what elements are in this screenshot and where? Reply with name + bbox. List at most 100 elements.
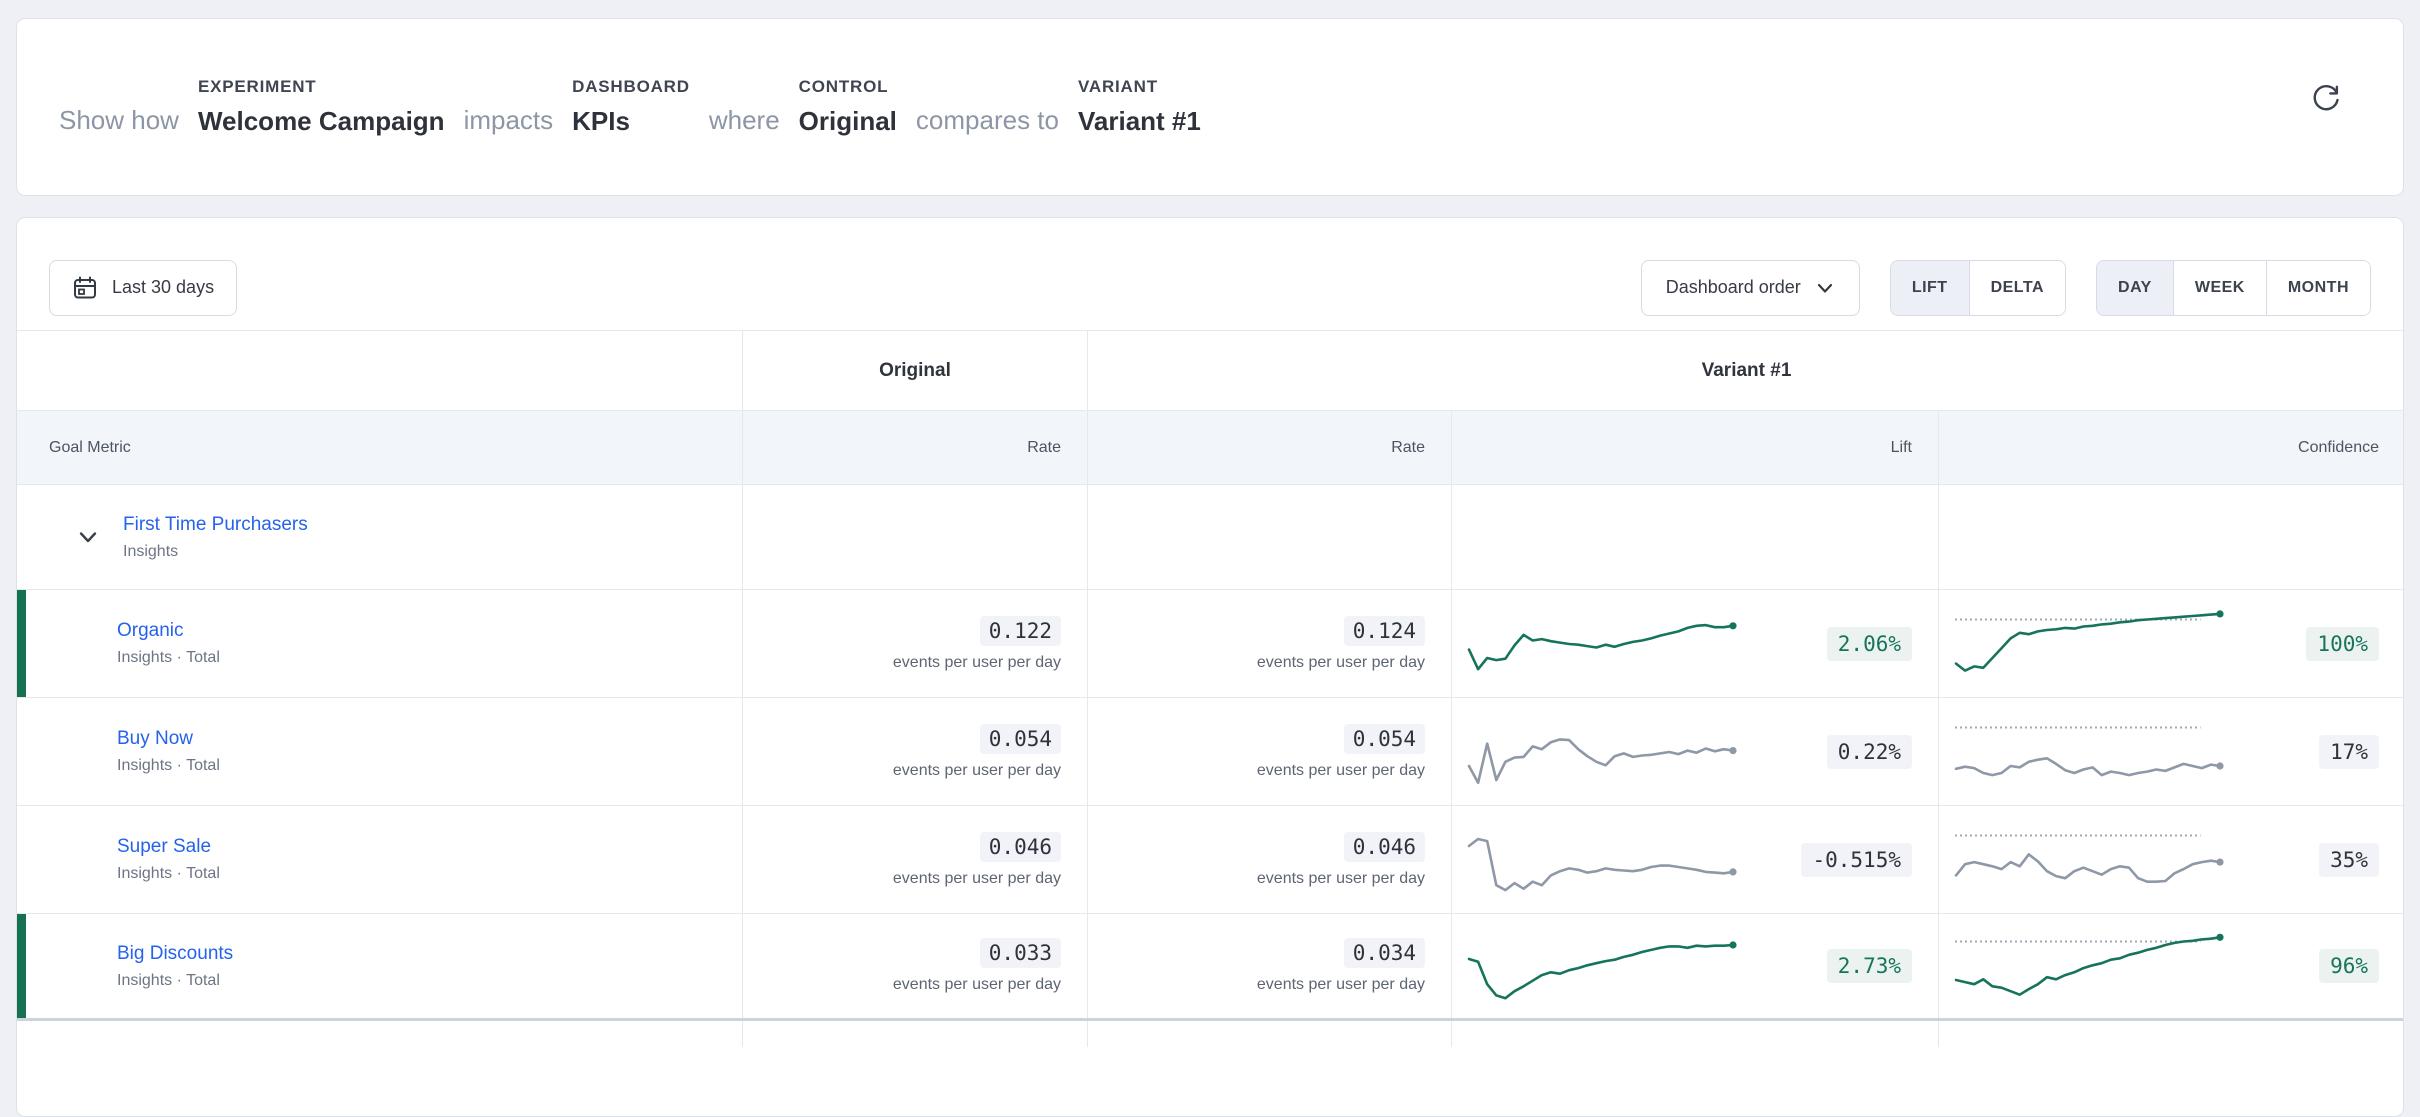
results-table: Original Variant #1 Goal Metric Rate Rat…	[17, 330, 2403, 1047]
table-row-organic: Organic Insights · Total 0.122 events pe…	[17, 589, 2403, 697]
column-goal-metric: Goal Metric	[17, 411, 743, 484]
rate-value: 0.046	[979, 831, 1061, 862]
dashboard-selector[interactable]: DASHBOARD KPIs	[572, 77, 690, 138]
variant-rate-cell: 0.046 events per user per day	[1088, 806, 1452, 913]
control-value[interactable]: Original	[798, 105, 897, 136]
metric-link[interactable]: Big Discounts	[117, 942, 234, 964]
metric-cell: Buy Now Insights · Total	[17, 698, 743, 805]
granularity-toggle: DAY WEEK MONTH	[2096, 259, 2371, 316]
lift-sparkline[interactable]	[1464, 926, 1744, 1006]
metric-subtitle: Insights · Total	[117, 649, 220, 666]
rate-unit: events per user per day	[1256, 976, 1425, 993]
metric-cell: Big Discounts Insights · Total	[17, 914, 743, 1018]
lift-value: 0.22%	[1826, 734, 1912, 769]
toggle-week[interactable]: WEEK	[2173, 260, 2267, 315]
rate-unit: events per user per day	[892, 976, 1061, 993]
column-confidence: Confidence	[2298, 438, 2379, 456]
confidence-cell: 100%	[1939, 590, 2403, 697]
variant-group-header-row: Original Variant #1	[17, 330, 2403, 410]
confidence-value: 100%	[2306, 626, 2379, 661]
confidence-sparkline[interactable]	[1951, 926, 2231, 1006]
variant-value[interactable]: Variant #1	[1078, 105, 1201, 136]
dashboard-card: Last 30 days Dashboard order LIFT DELTA …	[16, 217, 2404, 1117]
toggle-lift[interactable]: LIFT	[1890, 260, 1970, 315]
significance-indicator	[17, 914, 26, 1018]
group-header-variant: Variant #1	[1088, 331, 2403, 410]
group-header-original: Original	[743, 331, 1088, 410]
experiment-summary-card: Show how EXPERIMENT Welcome Campaign imp…	[16, 18, 2404, 196]
rate-unit: events per user per day	[892, 869, 1061, 887]
confidence-sparkline[interactable]	[1951, 604, 2231, 684]
rate-unit: events per user per day	[1256, 869, 1425, 887]
rate-unit: events per user per day	[1256, 761, 1425, 779]
variant-selector[interactable]: VARIANT Variant #1	[1078, 77, 1201, 138]
metric-link[interactable]: Super Sale	[117, 836, 212, 857]
confidence-sparkline[interactable]	[1951, 712, 2231, 792]
variant-label: VARIANT	[1078, 76, 1158, 96]
metric-link[interactable]: Organic	[117, 620, 184, 641]
experiment-label: EXPERIMENT	[197, 76, 317, 96]
date-range-button[interactable]: Last 30 days	[49, 259, 238, 316]
control-label: CONTROL	[798, 76, 889, 96]
rate-unit: events per user per day	[892, 761, 1061, 779]
toggle-delta[interactable]: DELTA	[1969, 260, 2066, 315]
group-header-empty	[17, 331, 743, 410]
empty-cell	[1088, 485, 1452, 589]
variant-rate-cell: 0.124 events per user per day	[1088, 590, 1452, 697]
original-rate-cell: 0.046 events per user per day	[743, 806, 1088, 913]
empty-cell	[1939, 485, 2403, 589]
control-selector[interactable]: CONTROL Original	[799, 77, 897, 138]
experiment-phrase: Show how EXPERIMENT Welcome Campaign imp…	[59, 77, 2303, 138]
variant-rate-cell: 0.054 events per user per day	[1088, 698, 1452, 805]
metric-subtitle: Insights · Total	[117, 757, 220, 774]
dashboard-label: DASHBOARD	[572, 76, 690, 96]
rate-value: 0.046	[1343, 831, 1425, 862]
original-rate-cell: 0.054 events per user per day	[743, 698, 1088, 805]
lift-sparkline[interactable]	[1464, 712, 1744, 792]
table-row-first-time-purchasers: First Time Purchasers Insights	[17, 484, 2403, 589]
lift-sparkline[interactable]	[1464, 820, 1744, 900]
lift-cell: 0.22%	[1452, 698, 1939, 805]
lift-sparkline[interactable]	[1464, 604, 1744, 684]
confidence-value: 35%	[2319, 842, 2379, 877]
connector-where: where	[708, 104, 780, 135]
rate-unit: events per user per day	[892, 653, 1061, 671]
toggle-month[interactable]: MONTH	[2266, 260, 2370, 315]
dashboard-order-label: Dashboard order	[1665, 277, 1801, 297]
column-header-row: Goal Metric Rate Rate Lift Confidence	[17, 410, 2403, 484]
experiment-selector[interactable]: EXPERIMENT Welcome Campaign	[198, 77, 445, 138]
rate-value: 0.122	[979, 615, 1061, 646]
confidence-cell: 17%	[1939, 698, 2403, 805]
chevron-down-icon	[1815, 278, 1835, 298]
empty-cell	[1088, 1021, 1452, 1047]
rate-value: 0.034	[1343, 938, 1425, 968]
collapse-chevron-icon[interactable]	[73, 522, 103, 552]
column-original-rate: Rate	[743, 411, 1088, 484]
empty-cell	[1452, 485, 1939, 589]
metric-subtitle: Insights · Total	[117, 971, 220, 989]
metric-link[interactable]: Buy Now	[117, 728, 194, 749]
column-lift: Lift	[1452, 411, 1939, 484]
lift-cell: 2.73%	[1452, 914, 1939, 1018]
partial-next-row	[17, 1021, 2403, 1047]
toggle-day[interactable]: DAY	[2097, 260, 2174, 315]
lift-value: 2.73%	[1826, 949, 1912, 983]
refresh-button[interactable]	[2303, 77, 2349, 123]
rate-value: 0.054	[1343, 723, 1425, 754]
original-rate-cell: 0.033 events per user per day	[743, 914, 1088, 1018]
significance-indicator	[17, 590, 26, 697]
empty-cell	[743, 1021, 1088, 1047]
metric-link[interactable]: First Time Purchasers	[123, 513, 308, 535]
table-row-super-sale: Super Sale Insights · Total 0.046 events…	[17, 805, 2403, 913]
lift-value: 2.06%	[1826, 626, 1912, 661]
lift-cell: 2.06%	[1452, 590, 1939, 697]
lift-value: -0.515%	[1801, 842, 1912, 877]
dashboard-order-button[interactable]: Dashboard order	[1640, 259, 1860, 316]
experiment-value[interactable]: Welcome Campaign	[197, 105, 445, 136]
rate-unit: events per user per day	[1256, 653, 1425, 671]
confidence-sparkline[interactable]	[1951, 820, 2231, 900]
empty-cell	[1452, 1021, 1939, 1047]
column-variant-rate: Rate	[1088, 411, 1452, 484]
dashboard-value[interactable]: KPIs	[572, 105, 630, 136]
group-header-variant-label: Variant #1	[1701, 359, 1792, 381]
